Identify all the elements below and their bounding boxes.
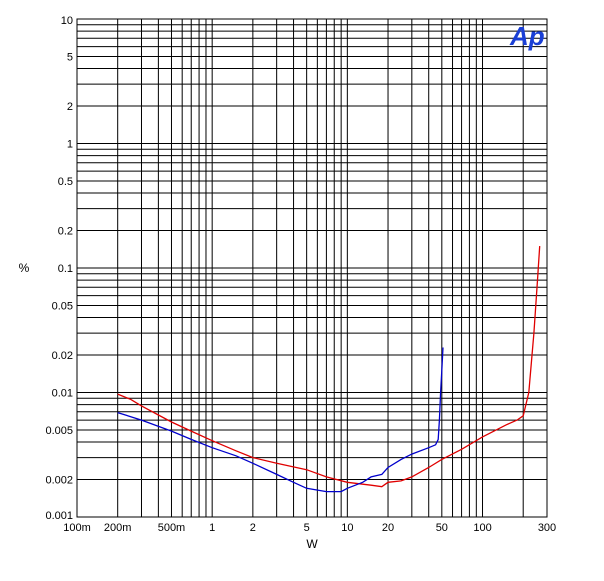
plot-frame <box>76 18 548 518</box>
y-tick-labels: 10 5 2 1 0.5 0.2 0.1 0.05 0.02 0.01 0.005 0.002 0.00… <box>45 15 73 522</box>
x-tick-label: 100 <box>473 522 491 534</box>
x-tick-label: 100m <box>63 522 91 534</box>
x-tick-label: 2 <box>250 522 256 534</box>
y-tick-label: 2 <box>67 101 73 113</box>
series-line-2 <box>117 347 444 493</box>
x-tick-labels: 100m 200m 500m 1 2 5 10 20 50 100 300 <box>63 522 556 534</box>
x-tick-label: 10 <box>341 522 353 534</box>
grid <box>77 19 547 517</box>
x-tick-label: 50 <box>436 522 448 534</box>
y-tick-label: 0.002 <box>45 475 73 487</box>
x-tick-label: 20 <box>382 522 394 534</box>
y-tick-label: 0.001 <box>45 510 73 522</box>
x-tick-label: 500m <box>158 522 186 534</box>
series-group <box>117 246 541 493</box>
y-tick-label: 5 <box>67 51 73 63</box>
y-tick-label: 1 <box>67 139 73 151</box>
x-tick-label: 1 <box>209 522 215 534</box>
y-tick-label: 0.5 <box>58 176 73 188</box>
ap-logo: Ap <box>509 21 545 51</box>
x-tick-label: 300 <box>538 522 556 534</box>
x-axis-label: W <box>306 537 318 551</box>
y-tick-label: 0.2 <box>58 226 73 238</box>
y-axis-label: % <box>19 261 30 275</box>
y-tick-label: 0.1 <box>58 263 73 275</box>
y-tick-label: 0.01 <box>52 388 73 400</box>
x-tick-label: 200m <box>104 522 132 534</box>
series-line-1 <box>117 246 541 488</box>
y-tick-label: 0.005 <box>45 425 73 437</box>
y-tick-label: 10 <box>61 15 73 27</box>
y-tick-label: 0.02 <box>52 350 73 362</box>
x-tick-label: 5 <box>304 522 310 534</box>
y-tick-label: 0.05 <box>52 300 73 312</box>
